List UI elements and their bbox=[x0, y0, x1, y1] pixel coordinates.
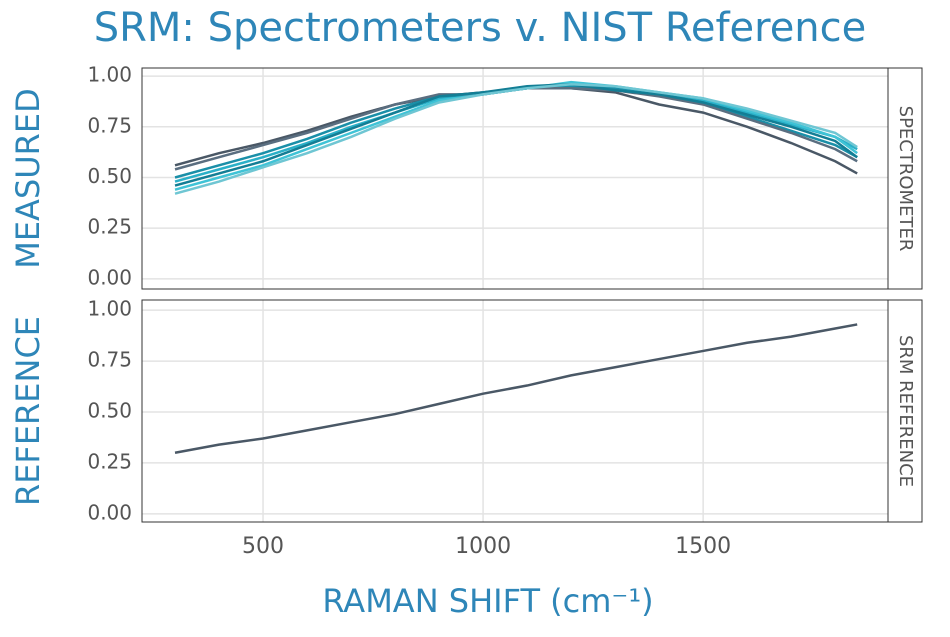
y-tick-label: 0.00 bbox=[87, 265, 132, 289]
data-line bbox=[174, 323, 858, 454]
strip bbox=[887, 67, 923, 290]
x-axis-label: RAMAN SHIFT (cm⁻¹) bbox=[322, 582, 653, 620]
x-tick-label: 500 bbox=[242, 534, 284, 559]
y-axis-label: REFERENCE bbox=[9, 316, 47, 506]
y-tick-label: 0.25 bbox=[87, 215, 132, 239]
panel bbox=[142, 300, 888, 522]
y-tick-label: 1.00 bbox=[87, 297, 132, 321]
y-tick-label: 0.25 bbox=[87, 449, 132, 473]
strip bbox=[887, 299, 923, 523]
y-tick-label: 0.75 bbox=[87, 348, 132, 372]
panel bbox=[142, 68, 888, 289]
y-tick-label: 0.50 bbox=[87, 164, 132, 188]
y-tick-label: 0.75 bbox=[87, 113, 132, 137]
y-axis-label: MEASURED bbox=[9, 88, 47, 269]
y-tick-label: 1.00 bbox=[87, 63, 132, 87]
x-tick-label: 1500 bbox=[675, 534, 731, 559]
x-tick-label: 1000 bbox=[455, 534, 511, 559]
y-tick-label: 0.50 bbox=[87, 399, 132, 423]
data-line bbox=[174, 82, 858, 195]
strip-label: SRM REFERENCE bbox=[895, 335, 916, 487]
chart-title: SRM: Spectrometers v. NIST Reference bbox=[94, 5, 867, 51]
strip-label: SPECTROMETER bbox=[895, 106, 916, 252]
y-tick-label: 0.00 bbox=[87, 500, 132, 524]
data-line bbox=[174, 82, 858, 187]
